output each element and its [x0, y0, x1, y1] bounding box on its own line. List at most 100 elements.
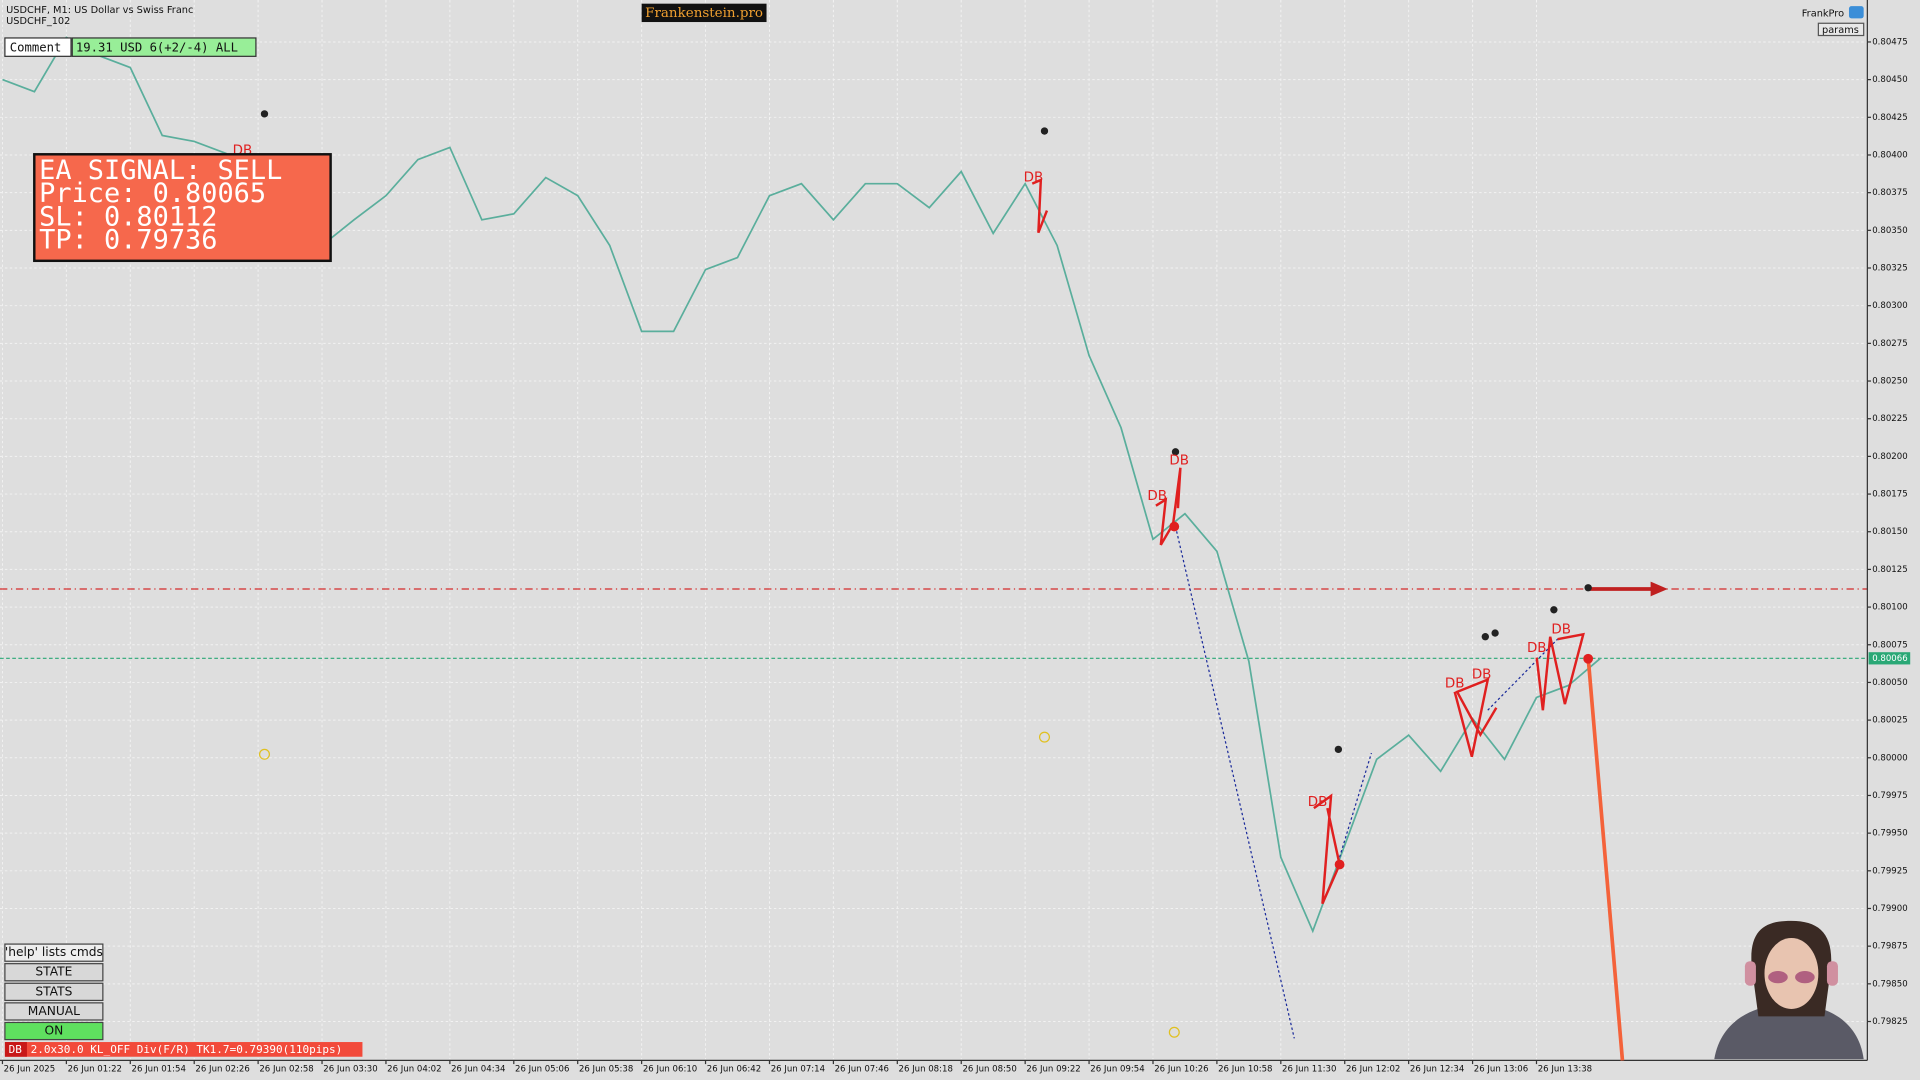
x-tick-label: 26 Jun 05:06	[515, 1064, 569, 1074]
y-tick-label: 0.80225	[1872, 414, 1907, 424]
avatar-headphone	[1744, 961, 1756, 986]
x-tick-label: 26 Jun 06:42	[707, 1064, 761, 1074]
icon	[1168, 1026, 1180, 1038]
manual-button[interactable]	[4, 1002, 104, 1021]
button-label[interactable]: STATE	[35, 965, 72, 979]
y-tick-label: 0.80150	[1872, 527, 1907, 537]
comment-value: 19.31 USD 6(+2/-4) ALL	[76, 40, 238, 54]
signal-box	[33, 153, 332, 263]
x-tick-label: 26 Jun 12:34	[1410, 1064, 1464, 1074]
icon	[1550, 606, 1558, 614]
icon	[260, 110, 269, 118]
icon	[1583, 653, 1594, 664]
x-tick-label: 26 Jun 01:54	[132, 1064, 186, 1074]
y-tick-label: 0.80350	[1872, 226, 1907, 236]
sl-arrow-head	[1650, 581, 1668, 597]
avatar-body	[1714, 1004, 1864, 1060]
y-tick-label: 0.80000	[1872, 753, 1907, 763]
trend-dots	[1487, 638, 1558, 711]
x-tick-label: 26 Jun 06:10	[643, 1064, 697, 1074]
y-tick-label: 0.79875	[1872, 942, 1907, 952]
icon	[1491, 629, 1499, 637]
avatar-headphone	[1826, 961, 1838, 986]
comment-box	[4, 37, 72, 57]
annotation: DB	[1551, 622, 1571, 637]
signal-price: Price: 0.80065	[39, 178, 266, 209]
x-tick-label: 26 Jun 04:02	[387, 1064, 441, 1074]
icon	[1171, 448, 1180, 456]
annotation: DB	[1169, 453, 1189, 468]
avatar-glasses	[1795, 971, 1815, 984]
x-tick-label: 26 Jun 09:54	[1090, 1064, 1144, 1074]
on-button[interactable]	[4, 1021, 104, 1041]
icon	[1038, 731, 1051, 743]
x-tick-label: 26 Jun 02:58	[259, 1064, 313, 1074]
signal-tp: TP: 0.79736	[39, 225, 217, 256]
annotation: DB	[1472, 668, 1492, 683]
status-text: 2.0x30.0 KL_OFF Div(F/R) TK1.7=0.79390(1…	[31, 1043, 343, 1056]
y-tick-label: 0.80075	[1872, 640, 1907, 650]
help-button[interactable]	[4, 943, 104, 962]
button-label[interactable]: 'help' lists cmds	[5, 945, 103, 959]
y-tick-label: 0.80025	[1872, 716, 1907, 726]
annotation: DB	[1024, 171, 1044, 186]
y-tick-label: 0.79900	[1872, 904, 1907, 914]
annotation: DB	[1147, 489, 1167, 504]
icon	[1584, 584, 1592, 592]
trend-dots	[1174, 526, 1295, 1039]
x-tick-label: 26 Jun 13:38	[1538, 1064, 1592, 1074]
button-panel: 'help' lists cmds STATE STATS MANUAL ON	[4, 943, 104, 1041]
y-tick-label: 0.80250	[1872, 377, 1907, 387]
annotation: DB	[1527, 641, 1547, 656]
avatar	[1714, 920, 1864, 1060]
annotation: DB	[1308, 795, 1328, 810]
comment-label: Comment	[10, 40, 62, 54]
button-label[interactable]: MANUAL	[28, 1004, 80, 1018]
brand: Frankenstein.pro	[645, 6, 763, 21]
app-icon[interactable]	[1848, 6, 1864, 19]
x-tick-label: 26 Jun 03:30	[323, 1064, 377, 1074]
x-tick-label: 26 Jun 04:34	[451, 1064, 505, 1074]
stats-button[interactable]	[4, 982, 104, 1002]
icon	[1169, 521, 1180, 532]
signal-text: EA SIGNAL: SELL Price: 0.80065 SL: 0.801…	[39, 155, 282, 256]
pattern	[1453, 677, 1498, 758]
x-tick-label: 26 Jun 11:30	[1282, 1064, 1336, 1074]
state-button[interactable]	[4, 963, 104, 982]
y-tick-label: 0.80425	[1872, 113, 1907, 123]
y-tick-label: 0.80300	[1872, 301, 1907, 311]
avatar-glasses	[1768, 971, 1788, 984]
annotation: DB	[1445, 676, 1465, 691]
y-tick-label: 0.80275	[1872, 339, 1907, 349]
icon	[1334, 745, 1343, 754]
button-label[interactable]: STATS	[35, 984, 72, 998]
signal-sl: SL: 0.80112	[39, 201, 217, 232]
avatar-face	[1764, 937, 1819, 1009]
app-name: FrankPro	[1802, 8, 1844, 19]
params-label[interactable]: params	[1822, 25, 1859, 36]
icon	[1040, 127, 1049, 135]
y-tick-label: 0.80100	[1872, 603, 1907, 613]
x-tick-label: 26 Jun 08:18	[899, 1064, 953, 1074]
params-button[interactable]	[1817, 22, 1865, 37]
y-tick-label: 0.79850	[1872, 979, 1907, 989]
pattern	[1535, 632, 1585, 711]
button-label[interactable]: ON	[44, 1024, 63, 1038]
price-tag	[1868, 652, 1911, 665]
y-tick-label: 0.79925	[1872, 866, 1907, 876]
x-tick-label: 26 Jun 07:14	[771, 1064, 825, 1074]
y-tick-label: 0.80400	[1872, 150, 1907, 160]
pattern	[1031, 178, 1049, 234]
y-tick-label: 0.80125	[1872, 565, 1907, 575]
x-tick-label: 26 Jun 2025	[4, 1064, 56, 1074]
signal-title: EA SIGNAL: SELL	[39, 155, 282, 186]
y-tick-label: 0.80200	[1872, 452, 1907, 462]
pattern	[1155, 467, 1182, 546]
comment-value-box	[71, 37, 257, 57]
account-label: USDCHF_102	[6, 16, 70, 27]
x-tick-label: 26 Jun 12:02	[1346, 1064, 1400, 1074]
x-tick-label: 26 Jun 05:38	[579, 1064, 633, 1074]
y-tick-label: 0.79975	[1872, 791, 1907, 801]
trend-dots	[1339, 752, 1373, 858]
